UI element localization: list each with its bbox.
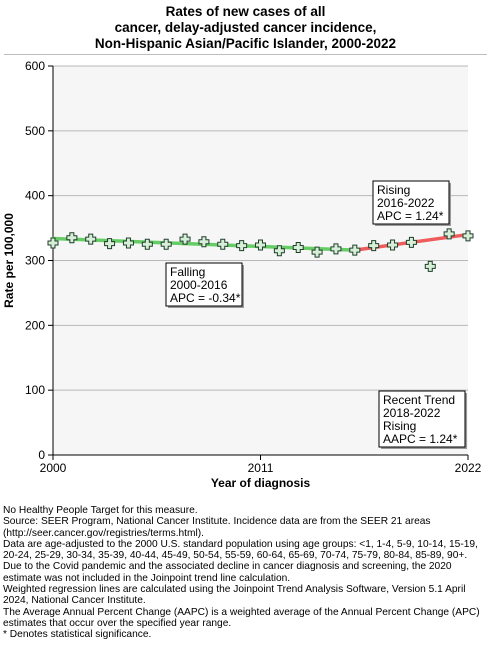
- footnote-1: No Healthy People Target for this measur…: [3, 505, 198, 516]
- data-point: [349, 244, 361, 256]
- footnote-2: Source: SEER Program, National Cancer In…: [3, 516, 434, 539]
- y-tick-label: 300: [25, 254, 45, 268]
- chart-title: Rates of new cases of all cancer, delay-…: [0, 4, 491, 52]
- y-tick-label: 100: [25, 383, 45, 397]
- data-point: [141, 238, 153, 250]
- annotation-frame: [372, 180, 450, 225]
- footnotes: No Healthy People Target for this measur…: [3, 505, 488, 641]
- data-point: [462, 230, 474, 242]
- data-point: [387, 239, 399, 251]
- data-point: [255, 239, 266, 251]
- data-point: [443, 228, 455, 240]
- y-axis-label: Rate per 100,000: [2, 213, 16, 308]
- title-line-3: Non-Hispanic Asian/Pacific Islander, 200…: [94, 36, 397, 51]
- footnote-4: Due to the Covid pandemic and the associ…: [3, 561, 455, 584]
- annotation-line: APC = -0.34*: [170, 291, 241, 305]
- y-tick-label: 200: [25, 318, 45, 332]
- x-tick-label: 2011: [248, 461, 274, 475]
- annotation-line: Falling: [170, 265, 205, 279]
- axes: 0 100 200 300 400 500 600 2000 2011 2022: [25, 59, 482, 475]
- y-tick-label: 600: [25, 59, 45, 73]
- title-line-2: cancer, delay-adjusted cancer incidence,: [114, 20, 377, 35]
- annotation-frame: [378, 390, 466, 448]
- annotation-line: Rising: [377, 183, 410, 197]
- data-point: [405, 236, 417, 248]
- data-point: [47, 237, 59, 249]
- y-tick-label: 500: [25, 124, 45, 138]
- data-point: [273, 245, 285, 257]
- data-point: [424, 260, 436, 272]
- data-point: [85, 233, 97, 245]
- data-point: [122, 237, 134, 249]
- annotation-line: APC = 1.24*: [377, 209, 444, 223]
- annotation-line: Recent Trend: [383, 393, 455, 407]
- title-divider: [4, 54, 487, 55]
- x-axis-label: Year of diagnosis: [211, 476, 311, 490]
- data-point: [104, 238, 116, 250]
- data-point: [330, 243, 342, 255]
- data-point: [198, 236, 210, 248]
- footnote-3: Data are age-adjusted to the 2000 U.S. s…: [3, 538, 481, 562]
- annotation-line: 2016-2022: [377, 196, 435, 210]
- data-point: [368, 240, 380, 252]
- annotation-line: 2000-2016: [170, 278, 228, 292]
- gridlines: [53, 65, 468, 391]
- data-point: [160, 238, 172, 250]
- footnote-6: The Average Annual Percent Change (AAPC)…: [3, 606, 483, 629]
- y-tick-label: 400: [25, 189, 45, 203]
- annotation-line: AAPC = 1.24*: [383, 432, 458, 446]
- annotation-line: 2018-2022: [383, 406, 441, 420]
- data-point: [292, 242, 304, 254]
- y-tick-label: 0: [38, 448, 45, 462]
- data-point: [236, 240, 248, 252]
- footnote-7: * Denotes statistical significance.: [3, 629, 152, 641]
- data-point: [66, 232, 78, 244]
- data-point: [179, 233, 191, 245]
- data-point: [311, 246, 323, 258]
- annotation-line: Rising: [383, 419, 416, 433]
- footnote-5: Weighted regression lines are calculated…: [3, 584, 469, 607]
- annotation-frame: [165, 262, 243, 307]
- x-tick-label: 2022: [455, 461, 482, 475]
- title-line-1: Rates of new cases of all: [165, 4, 326, 19]
- data-points: [47, 228, 474, 272]
- x-tick-label: 2000: [40, 461, 67, 475]
- data-point: [217, 238, 229, 250]
